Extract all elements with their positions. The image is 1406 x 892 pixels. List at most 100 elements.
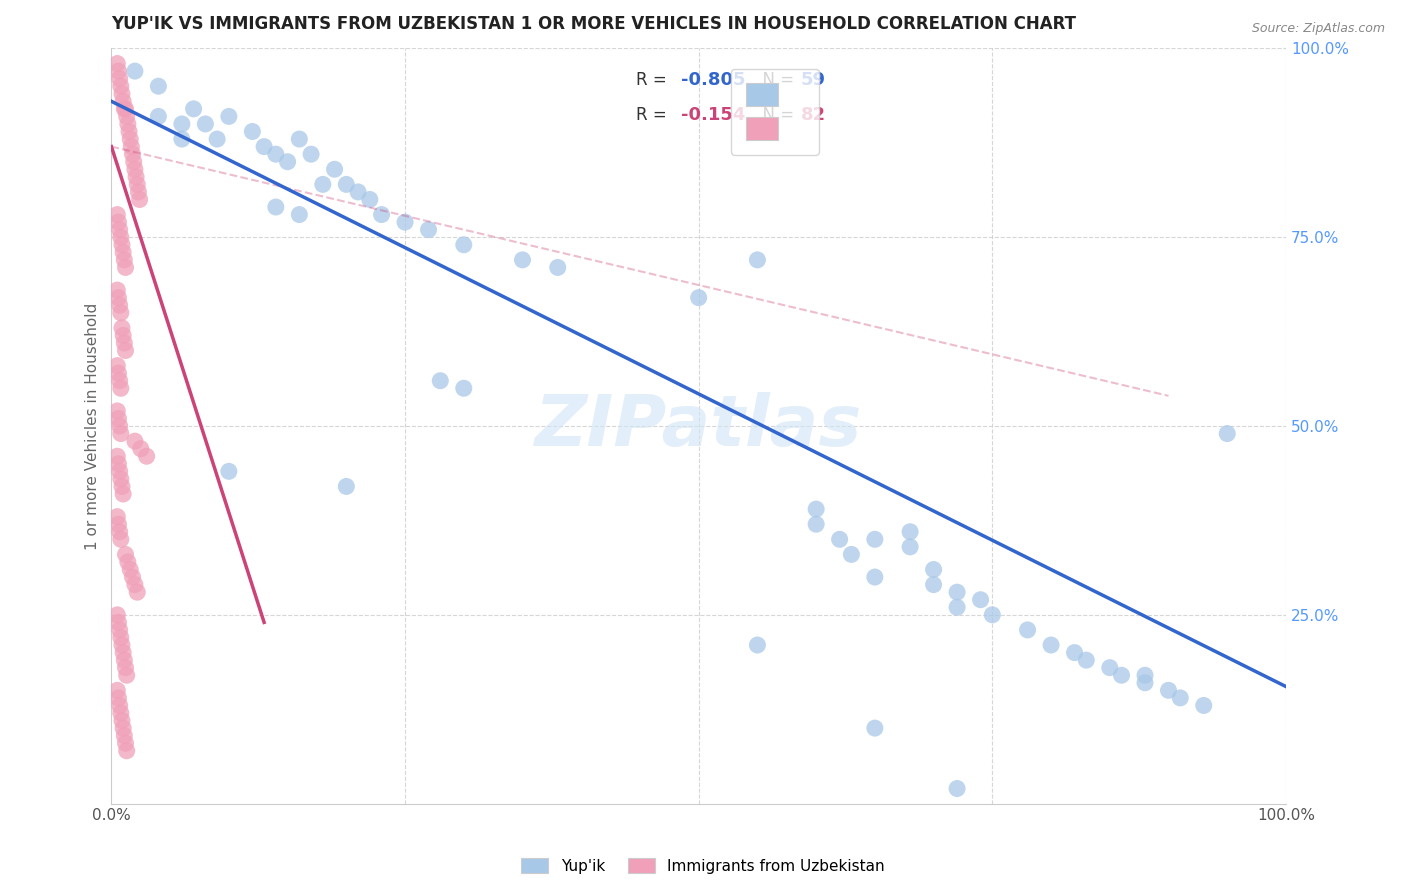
Point: [107, 411, 129, 425]
Point: [1098, 661, 1121, 675]
Point: [981, 607, 1004, 622]
Text: ZIPatlas: ZIPatlas: [536, 392, 862, 460]
Point: [112, 102, 135, 116]
Legend: Yup'ik, Immigrants from Uzbekistan: Yup'ik, Immigrants from Uzbekistan: [515, 852, 891, 880]
Point: [264, 200, 287, 214]
Point: [105, 56, 128, 70]
Point: [108, 524, 131, 539]
Point: [946, 600, 969, 615]
Point: [898, 540, 921, 554]
Point: [863, 533, 886, 547]
Point: [107, 457, 129, 471]
Point: [1133, 668, 1156, 682]
Text: Source: ZipAtlas.com: Source: ZipAtlas.com: [1251, 22, 1385, 36]
Point: [107, 215, 129, 229]
Text: -0.154: -0.154: [681, 106, 745, 124]
Text: N =: N =: [752, 71, 799, 89]
Point: [194, 117, 217, 131]
Point: [107, 291, 129, 305]
Point: [114, 102, 136, 116]
Point: [108, 419, 131, 434]
Point: [335, 178, 357, 192]
Point: [148, 110, 170, 124]
Y-axis label: 1 or more Vehicles in Household: 1 or more Vehicles in Household: [86, 302, 100, 549]
Point: [105, 607, 128, 622]
Point: [1216, 426, 1239, 441]
Point: [453, 237, 475, 252]
Point: [128, 193, 150, 207]
Point: [112, 95, 135, 109]
Point: [418, 222, 440, 236]
Text: R =: R =: [637, 71, 672, 89]
Point: [129, 442, 152, 456]
Point: [127, 185, 149, 199]
Point: [288, 208, 311, 222]
Point: [747, 638, 769, 652]
Point: [117, 117, 139, 131]
Point: [110, 533, 132, 547]
Point: [288, 132, 311, 146]
Point: [127, 585, 149, 599]
Point: [108, 298, 131, 312]
Point: [110, 426, 132, 441]
Text: YUP'IK VS IMMIGRANTS FROM UZBEKISTAN 1 OR MORE VEHICLES IN HOUSEHOLD CORRELATION: YUP'IK VS IMMIGRANTS FROM UZBEKISTAN 1 O…: [111, 15, 1077, 33]
Point: [124, 434, 146, 449]
Text: 59: 59: [801, 71, 825, 89]
Point: [370, 208, 392, 222]
Point: [747, 252, 769, 267]
Point: [107, 690, 129, 705]
Point: [277, 154, 299, 169]
Point: [312, 178, 335, 192]
Point: [112, 653, 135, 667]
Point: [135, 449, 157, 463]
Point: [121, 147, 143, 161]
Point: [120, 132, 142, 146]
Point: [922, 562, 945, 576]
Point: [107, 517, 129, 532]
Point: [107, 615, 129, 630]
Point: [127, 178, 149, 192]
Point: [112, 245, 135, 260]
Point: [359, 193, 381, 207]
Point: [105, 683, 128, 698]
Point: [946, 781, 969, 796]
Point: [114, 548, 136, 562]
Point: [323, 162, 346, 177]
Point: [828, 533, 851, 547]
Point: [121, 570, 143, 584]
Point: [170, 117, 193, 131]
Point: [922, 577, 945, 591]
Point: [112, 335, 135, 350]
Point: [111, 237, 134, 252]
Point: [1063, 646, 1085, 660]
Point: [264, 147, 287, 161]
Point: [112, 721, 135, 735]
Point: [122, 154, 145, 169]
Point: [804, 517, 827, 532]
Point: [105, 449, 128, 463]
Point: [1040, 638, 1063, 652]
Point: [240, 124, 263, 138]
Point: [114, 343, 136, 358]
Point: [347, 185, 370, 199]
Point: [1111, 668, 1133, 682]
Point: [429, 374, 451, 388]
Point: [115, 744, 138, 758]
Point: [105, 283, 128, 297]
Point: [969, 592, 991, 607]
Point: [335, 479, 357, 493]
Point: [115, 110, 138, 124]
Point: [1157, 683, 1180, 698]
Point: [170, 132, 193, 146]
Point: [112, 729, 135, 743]
Point: [205, 132, 228, 146]
Point: [547, 260, 569, 275]
Point: [1076, 653, 1098, 667]
Point: [114, 736, 136, 750]
Point: [108, 222, 131, 236]
Text: 82: 82: [801, 106, 825, 124]
Point: [117, 555, 139, 569]
Point: [1017, 623, 1039, 637]
Point: [148, 79, 170, 94]
Point: [898, 524, 921, 539]
